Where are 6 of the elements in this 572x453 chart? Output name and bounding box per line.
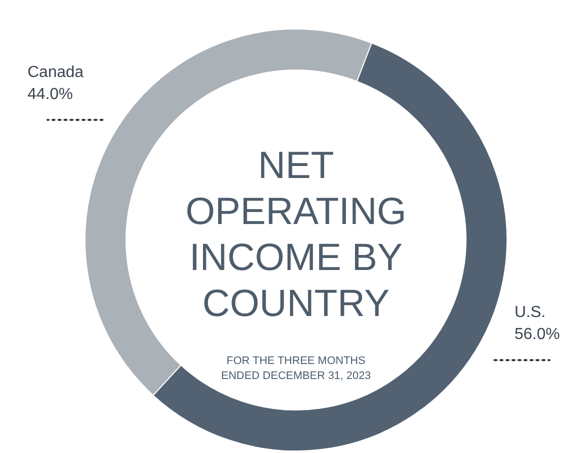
data-label: 44.0% <box>28 86 73 103</box>
slice-label: U.S. <box>514 304 546 322</box>
data-label: 56.0% <box>514 326 560 344</box>
text: NET OPERATING INCOME BY COUNTRY <box>186 145 406 325</box>
text: FOR THE THREE MONTHS ENDED DECEMBER 31, 2023 <box>221 355 371 382</box>
slice-label: Canada <box>28 64 84 81</box>
